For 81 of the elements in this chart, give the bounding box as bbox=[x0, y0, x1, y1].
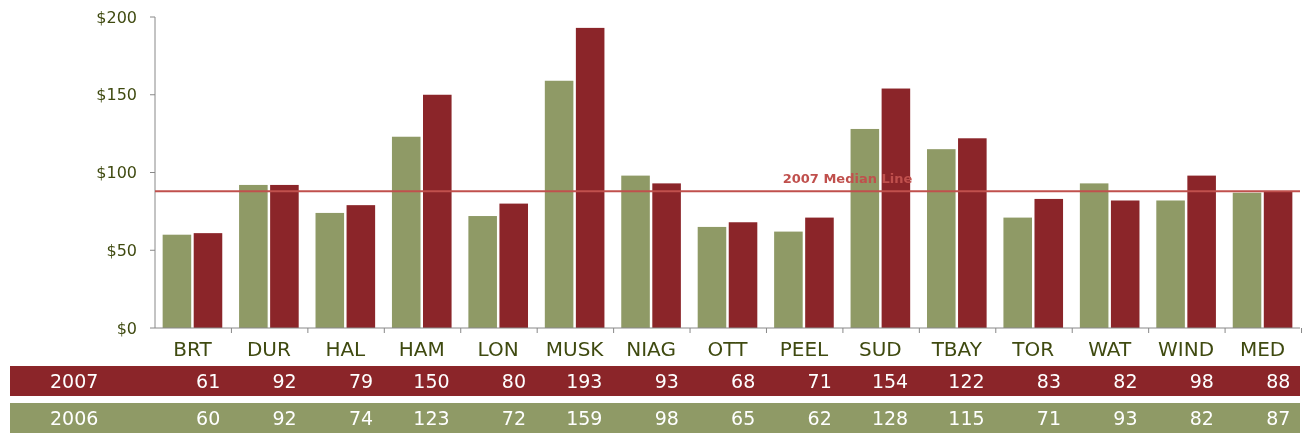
data-label: 71 bbox=[807, 369, 832, 392]
x-tick-label: DUR bbox=[246, 337, 291, 361]
data-label: 79 bbox=[348, 369, 374, 392]
bar bbox=[193, 233, 223, 328]
bar bbox=[1263, 191, 1293, 328]
data-label: 93 bbox=[654, 369, 679, 392]
data-label: 122 bbox=[948, 369, 985, 392]
bar bbox=[391, 136, 421, 328]
bar bbox=[728, 222, 758, 328]
x-tick-label: TOR bbox=[1011, 337, 1055, 361]
data-label: 98 bbox=[1189, 369, 1214, 392]
bar bbox=[346, 205, 376, 328]
x-tick-label: WAT bbox=[1088, 337, 1132, 361]
x-tick-label: MUSK bbox=[545, 337, 605, 361]
x-tick-label: OTT bbox=[707, 337, 749, 361]
bar bbox=[774, 231, 803, 328]
data-label: 98 bbox=[654, 406, 679, 429]
data-label: 72 bbox=[501, 406, 526, 429]
data-label: 83 bbox=[1036, 369, 1062, 392]
x-tick-label: TBAY bbox=[930, 337, 983, 361]
bar bbox=[1232, 192, 1262, 328]
data-label: 82 bbox=[1113, 369, 1138, 392]
data-label: 115 bbox=[948, 406, 985, 429]
bar bbox=[315, 212, 345, 328]
text: 2006 bbox=[50, 406, 99, 429]
bar bbox=[1079, 183, 1109, 328]
x-tick-label: MED bbox=[1239, 337, 1286, 361]
x-tick-label: WIND bbox=[1158, 337, 1215, 361]
bar bbox=[544, 80, 574, 328]
data-label: 150 bbox=[413, 369, 450, 392]
bar bbox=[468, 216, 497, 328]
data-label: 65 bbox=[731, 406, 756, 429]
data-label: 123 bbox=[413, 406, 450, 429]
bar bbox=[239, 184, 268, 328]
bar bbox=[1110, 200, 1140, 328]
x-tick-label: HAL bbox=[325, 337, 367, 361]
data-label: 60 bbox=[196, 406, 221, 429]
y-tick-label: $100 bbox=[96, 163, 137, 183]
bar bbox=[423, 94, 452, 328]
bar bbox=[1156, 200, 1185, 328]
x-tick-label: HAM bbox=[398, 337, 445, 361]
bar bbox=[652, 183, 681, 328]
x-tick-label: NIAG bbox=[626, 337, 676, 361]
data-label: 87 bbox=[1266, 406, 1291, 429]
data-label: 68 bbox=[731, 369, 756, 392]
data-label: 74 bbox=[348, 406, 374, 429]
x-tick-label: PEEL bbox=[779, 337, 830, 361]
bar bbox=[1003, 217, 1032, 328]
y-tick-label: $150 bbox=[96, 85, 137, 105]
bar bbox=[270, 184, 299, 328]
y-tick-label: $50 bbox=[106, 240, 137, 260]
y-tick-label: $0 bbox=[116, 318, 137, 338]
y-tick-label: $200 bbox=[96, 7, 137, 27]
data-label: 159 bbox=[566, 406, 603, 429]
bar bbox=[162, 234, 192, 328]
data-label: 92 bbox=[272, 406, 297, 429]
data-label: 93 bbox=[1113, 406, 1138, 429]
text: 2007 bbox=[50, 369, 99, 392]
x-tick-label: LON bbox=[477, 337, 519, 361]
data-label: 128 bbox=[871, 406, 909, 429]
bar bbox=[499, 203, 528, 328]
data-label: 154 bbox=[871, 369, 909, 392]
data-label: 71 bbox=[1036, 406, 1062, 429]
bar bbox=[1187, 175, 1216, 328]
data-label: 61 bbox=[196, 369, 221, 392]
bar bbox=[927, 149, 956, 328]
data-label: 82 bbox=[1189, 406, 1214, 429]
bar bbox=[1034, 198, 1064, 328]
bar bbox=[621, 175, 650, 328]
data-label: 88 bbox=[1266, 369, 1291, 392]
bar bbox=[805, 217, 834, 328]
data-label: 80 bbox=[501, 369, 526, 392]
bar bbox=[575, 27, 605, 328]
x-tick-label: SUD bbox=[859, 337, 902, 361]
bar bbox=[697, 226, 727, 328]
data-label: 62 bbox=[807, 406, 832, 429]
x-tick-label: BRT bbox=[173, 337, 213, 361]
bar bbox=[881, 88, 911, 328]
data-label: 92 bbox=[272, 369, 297, 392]
data-label: 193 bbox=[566, 369, 603, 392]
bar bbox=[958, 138, 987, 328]
